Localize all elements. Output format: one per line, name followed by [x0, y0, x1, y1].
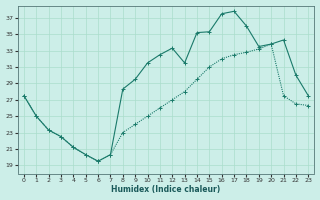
X-axis label: Humidex (Indice chaleur): Humidex (Indice chaleur)	[111, 185, 221, 194]
